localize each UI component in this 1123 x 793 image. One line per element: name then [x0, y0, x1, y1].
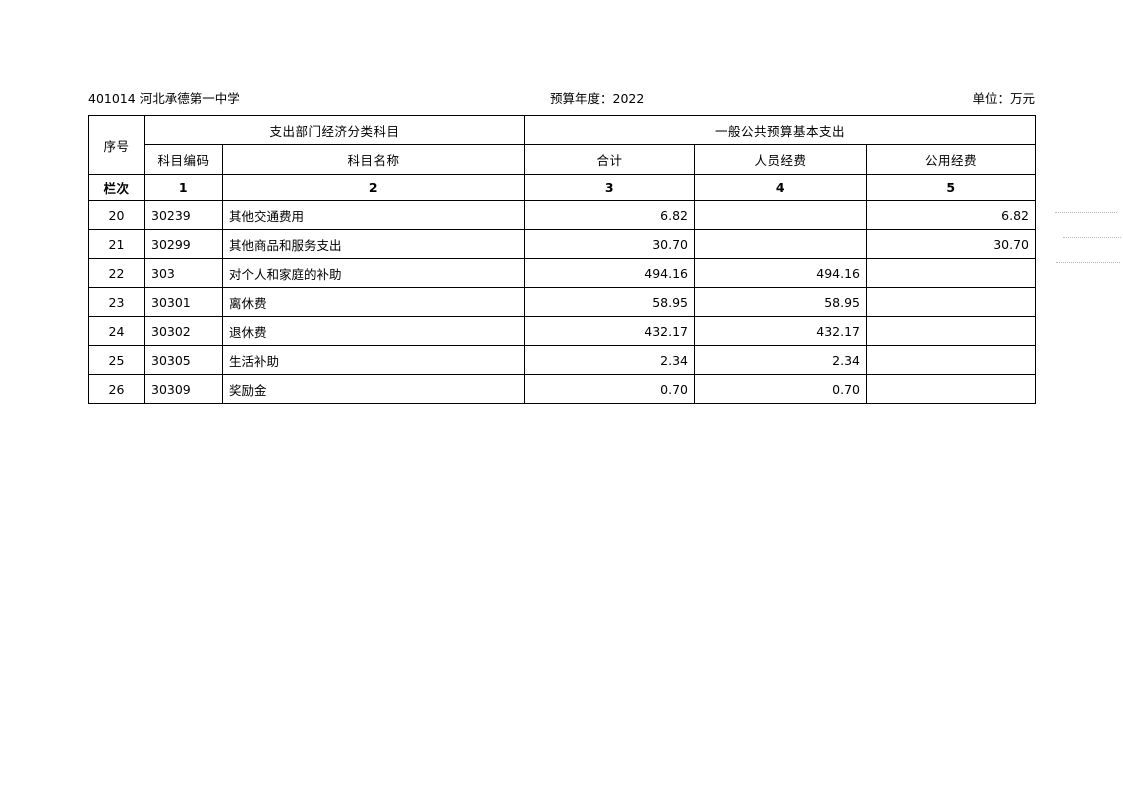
cell-subject-name: 奖励金 [221, 374, 526, 404]
cell-sequence: 23 [88, 287, 145, 317]
cell-subject-code: 30299 [144, 229, 223, 259]
cell-subject-code: 30302 [144, 316, 223, 346]
cell-public-funds: 6.82 [866, 200, 1037, 230]
cell-sequence: 21 [88, 229, 145, 259]
cell-total: 494.16 [524, 258, 696, 288]
cell-sequence: 24 [88, 316, 145, 346]
column-index-4: 4 [694, 174, 868, 201]
cell-staff-funds: 2.34 [694, 345, 868, 375]
cell-public-funds [866, 316, 1037, 346]
column-index-3: 3 [524, 174, 696, 201]
header-row-column-index: 栏次 1 2 3 4 5 [88, 174, 1037, 201]
cell-staff-funds [694, 229, 868, 259]
cell-public-funds [866, 287, 1037, 317]
cell-total: 58.95 [524, 287, 696, 317]
cell-public-funds [866, 374, 1037, 404]
budget-year-label: 预算年度：2022 [550, 91, 645, 106]
cell-total: 30.70 [524, 229, 696, 259]
cell-staff-funds: 494.16 [694, 258, 868, 288]
cell-total: 6.82 [524, 200, 696, 230]
cell-subject-name: 生活补助 [221, 345, 526, 375]
cell-subject-code: 303 [144, 258, 223, 288]
scan-artifact-line [1063, 237, 1121, 238]
cell-public-funds: 30.70 [866, 229, 1037, 259]
budget-table: 序号 支出部门经济分类科目 一般公共预算基本支出 科目编码 科目名称 合计 人员… [88, 115, 1037, 404]
cell-sequence: 26 [88, 374, 145, 404]
cell-sequence: 20 [88, 200, 145, 230]
cell-staff-funds: 58.95 [694, 287, 868, 317]
cell-sequence: 25 [88, 345, 145, 375]
cell-total: 432.17 [524, 316, 696, 346]
table-row: 24 30302 退休费 432.17 432.17 [88, 316, 1037, 346]
cell-staff-funds: 0.70 [694, 374, 868, 404]
column-index-label: 栏次 [88, 174, 145, 201]
cell-total: 0.70 [524, 374, 696, 404]
table-head: 序号 支出部门经济分类科目 一般公共预算基本支出 科目编码 科目名称 合计 人员… [88, 115, 1037, 201]
cell-subject-name: 其他交通费用 [221, 200, 526, 230]
cell-subject-name: 退休费 [221, 316, 526, 346]
table-body: 20 30239 其他交通费用 6.82 6.82 21 30299 其他商品和服务支出 30.… [88, 200, 1037, 404]
cell-subject-code: 30301 [144, 287, 223, 317]
scan-artifact-line [1055, 212, 1117, 213]
cell-public-funds [866, 345, 1037, 375]
cell-subject-name: 对个人和家庭的补助 [221, 258, 526, 288]
column-header-total: 合计 [524, 144, 696, 175]
cell-staff-funds [694, 200, 868, 230]
cell-subject-code: 30309 [144, 374, 223, 404]
column-header-budget-group: 一般公共预算基本支出 [524, 115, 1037, 145]
header-row-sub: 科目编码 科目名称 合计 人员经费 公用经费 [89, 144, 1037, 175]
cell-subject-code: 30305 [144, 345, 223, 375]
column-header-subject-code: 科目编码 [144, 144, 223, 175]
cell-public-funds [866, 258, 1037, 288]
unit-label: 单位：万元 [972, 91, 1035, 106]
cell-subject-name: 离休费 [221, 287, 526, 317]
cell-total: 2.34 [524, 345, 696, 375]
column-header-public-funds: 公用经费 [866, 144, 1037, 175]
table-row: 21 30299 其他商品和服务支出 30.70 30.70 [88, 229, 1037, 259]
table-row: 26 30309 奖励金 0.70 0.70 [88, 374, 1037, 404]
cell-staff-funds: 432.17 [694, 316, 868, 346]
cell-sequence: 22 [88, 258, 145, 288]
column-index-2: 2 [221, 174, 526, 201]
cell-subject-code: 30239 [144, 200, 223, 230]
table-row: 23 30301 离休费 58.95 58.95 [88, 287, 1037, 317]
table-row: 20 30239 其他交通费用 6.82 6.82 [88, 200, 1037, 230]
column-header-sequence: 序号 [88, 115, 145, 175]
header-row-group: 序号 支出部门经济分类科目 一般公共预算基本支出 [88, 115, 1037, 175]
column-header-subject-group: 支出部门经济分类科目 [143, 115, 526, 145]
cell-subject-name: 其他商品和服务支出 [221, 229, 526, 259]
organization-title: 401014 河北承德第一中学 [88, 91, 240, 106]
column-index-5: 5 [866, 174, 1037, 201]
column-header-subject-name: 科目名称 [221, 144, 526, 175]
table-row: 22 303 对个人和家庭的补助 494.16 494.16 [88, 258, 1037, 288]
scan-artifact-line [1056, 262, 1120, 263]
page-header: 401014 河北承德第一中学 预算年度：2022 单位：万元 [88, 90, 1035, 108]
column-header-staff-funds: 人员经费 [694, 144, 868, 175]
table-row: 25 30305 生活补助 2.34 2.34 [88, 345, 1037, 375]
budget-table-container: 序号 支出部门经济分类科目 一般公共预算基本支出 科目编码 科目名称 合计 人员… [88, 115, 1037, 404]
column-index-1: 1 [144, 174, 223, 201]
